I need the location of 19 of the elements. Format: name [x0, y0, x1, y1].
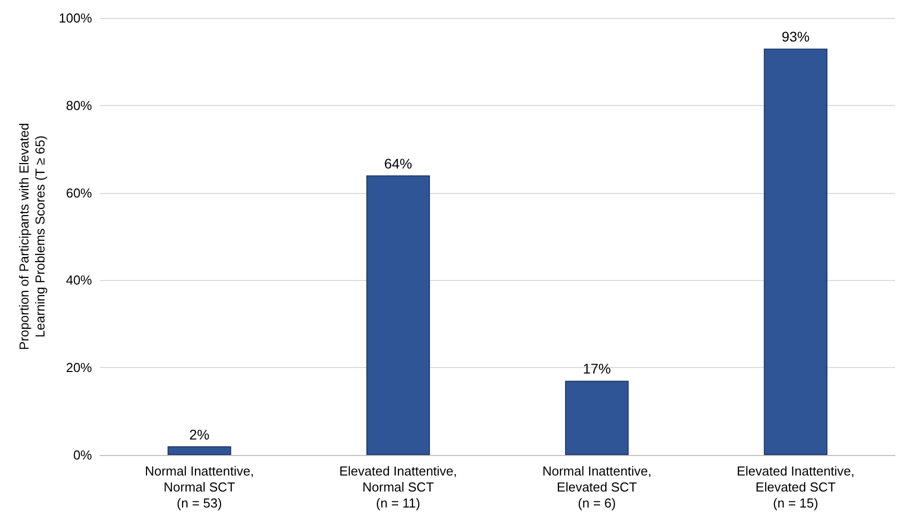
x-tick-label: Normal Inattentive, Normal SCT (n = 53)	[144, 464, 254, 510]
x-tick-label: Elevated Inattentive, Elevated SCT (n = 15)	[736, 464, 855, 510]
x-tick-label: Elevated Inattentive, Normal SCT (n = 11)	[339, 464, 458, 510]
bar	[764, 48, 828, 455]
bar	[565, 380, 629, 455]
bar	[366, 175, 430, 455]
bar	[168, 446, 232, 455]
y-tick-label: 60%	[66, 185, 92, 200]
y-tick-label: 100%	[58, 10, 92, 26]
data-label: 93%	[782, 28, 810, 45]
y-axis-title: Proportion of Participants with Elevated Learning Problems Scores (T ≥ 65)	[16, 123, 48, 350]
y-tick-label: 40%	[66, 272, 92, 288]
data-label: 17%	[582, 360, 611, 377]
y-tick-label: 0%	[73, 448, 92, 462]
x-tick-label: Normal Inattentive, Elevated SCT (n = 6)	[542, 464, 652, 510]
y-tick-label: 20%	[66, 360, 92, 376]
data-label: 2%	[189, 426, 210, 442]
y-tick-label: 80%	[66, 98, 92, 113]
data-label: 64%	[384, 155, 412, 172]
